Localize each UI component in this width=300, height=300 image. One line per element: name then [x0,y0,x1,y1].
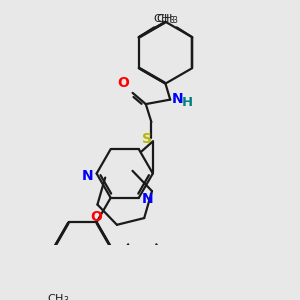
Text: CH$_3$: CH$_3$ [155,12,178,26]
Text: S: S [142,132,152,146]
Text: CH$_3$: CH$_3$ [47,292,69,300]
Text: CH$_3$: CH$_3$ [153,12,176,26]
Text: H: H [182,96,193,109]
Text: N: N [142,192,154,206]
Text: O: O [117,76,129,90]
Text: N: N [172,92,183,106]
Text: O: O [90,210,102,224]
Text: N: N [82,169,93,183]
